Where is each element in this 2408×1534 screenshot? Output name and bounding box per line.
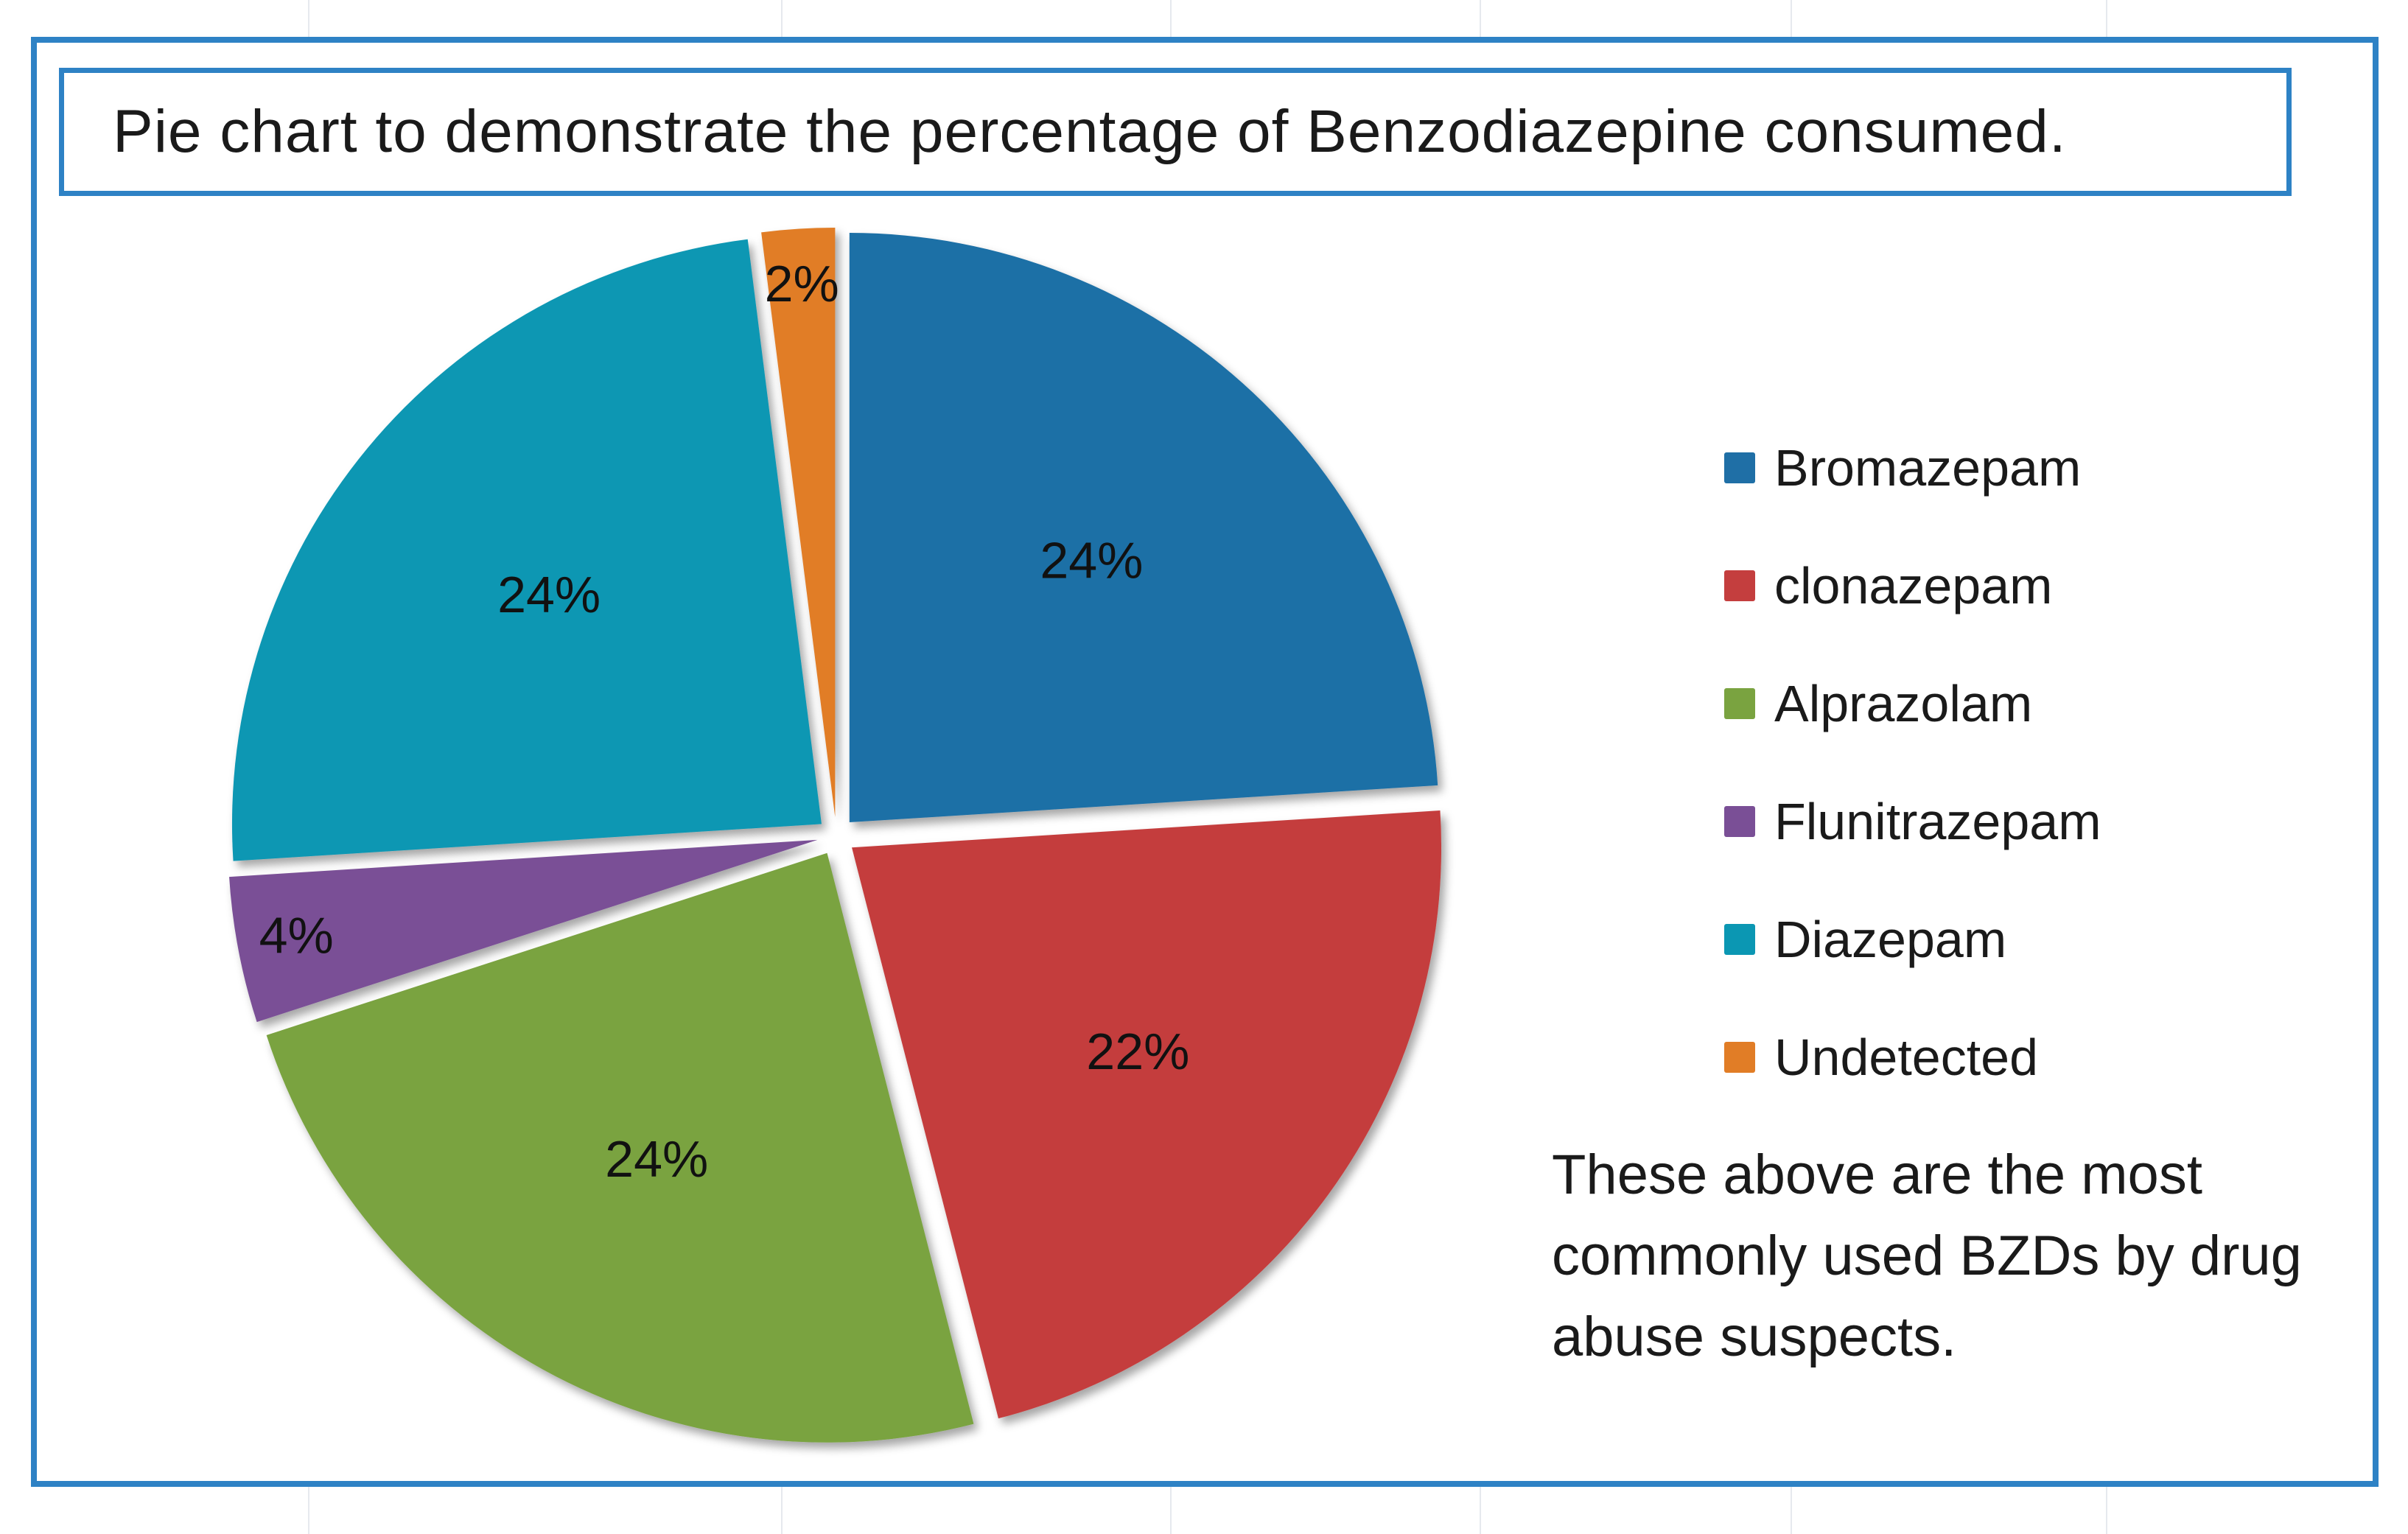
slice-label-alprazolam: 24% [605, 1130, 708, 1188]
chart-title-text: Pie chart to demonstrate the percentage … [113, 98, 2067, 165]
chart-note: These above are the most commonly used B… [1552, 1144, 2302, 1368]
legend-swatch [1724, 924, 1755, 955]
legend-swatch [1724, 1042, 1755, 1073]
pie-slice-undetected [761, 228, 836, 818]
slice-label-flunitrazepam: 4% [259, 906, 334, 964]
chart-title: Pie chart to demonstrate the percentage … [59, 68, 2292, 196]
legend: Bromazepam clonazepam Alprazolam Flunitr… [1724, 409, 2101, 1116]
legend-label: Flunitrazepam [1774, 793, 2101, 850]
legend-item-bromazepam: Bromazepam [1724, 409, 2101, 527]
slice-label-undetected: 2% [765, 255, 839, 312]
legend-label: clonazepam [1774, 557, 2053, 614]
pie-slice-clonazepam [852, 810, 1442, 1419]
legend-label: Undetected [1774, 1029, 2039, 1086]
legend-item-clonazepam: clonazepam [1724, 527, 2101, 645]
legend-label: Diazepam [1774, 911, 2007, 968]
slice-label-bromazepam: 24% [1040, 532, 1143, 589]
legend-label: Bromazepam [1774, 439, 2082, 497]
legend-swatch [1724, 688, 1755, 719]
legend-swatch [1724, 806, 1755, 837]
pie-slice-flunitrazepam [229, 839, 818, 1023]
slice-label-clonazepam: 22% [1086, 1023, 1189, 1080]
legend-swatch [1724, 452, 1755, 483]
legend-swatch [1724, 570, 1755, 601]
pie-slice-alprazolam [266, 852, 974, 1443]
legend-item-diazepam: Diazepam [1724, 880, 2101, 998]
pie-slice-bromazepam [849, 233, 1438, 823]
legend-item-flunitrazepam: Flunitrazepam [1724, 763, 2101, 880]
slice-label-diazepam: 24% [497, 566, 601, 623]
legend-label: Alprazolam [1774, 675, 2033, 732]
pie-slice-diazepam [231, 239, 822, 861]
legend-item-alprazolam: Alprazolam [1724, 645, 2101, 763]
legend-item-undetected: Undetected [1724, 998, 2101, 1116]
